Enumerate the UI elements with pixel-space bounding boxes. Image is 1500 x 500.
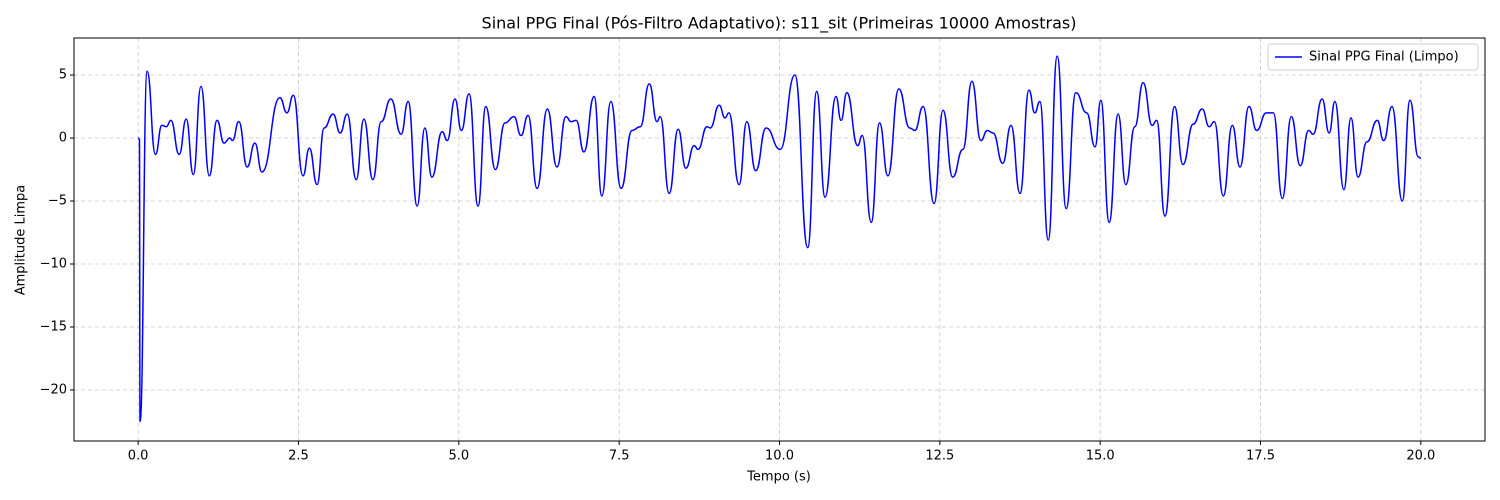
x-tick-label: 5.0	[448, 449, 469, 464]
series-line	[137, 55, 1421, 423]
x-tick-label: 2.5	[288, 449, 309, 464]
legend-box	[1267, 43, 1479, 71]
y-tick-label: 5	[59, 68, 67, 83]
legend-label: Sinal PPG Final (Limpo)	[1309, 50, 1459, 65]
x-axis-label: Tempo (s)	[746, 470, 811, 485]
y-tick-label: −5	[48, 194, 67, 209]
y-tick-label: 0	[59, 131, 67, 146]
y-tick-label: −15	[40, 319, 67, 334]
plot-frame	[73, 37, 1486, 442]
y-tick-label: −20	[40, 382, 67, 397]
x-tick-label: 7.5	[609, 449, 630, 464]
chart-title: Sinal PPG Final (Pós-Filtro Adaptativo):…	[482, 14, 1077, 34]
y-axis-label: Amplitude Limpa	[14, 185, 29, 296]
x-tick-label: 17.5	[1246, 449, 1275, 464]
x-tick-label: 0.0	[128, 449, 149, 464]
x-tick-label: 12.5	[925, 449, 954, 464]
x-tick-label: 15.0	[1086, 449, 1115, 464]
y-tick-label: −10	[40, 257, 67, 272]
x-tick-label: 20.0	[1406, 449, 1435, 464]
x-tick-label: 10.0	[765, 449, 794, 464]
